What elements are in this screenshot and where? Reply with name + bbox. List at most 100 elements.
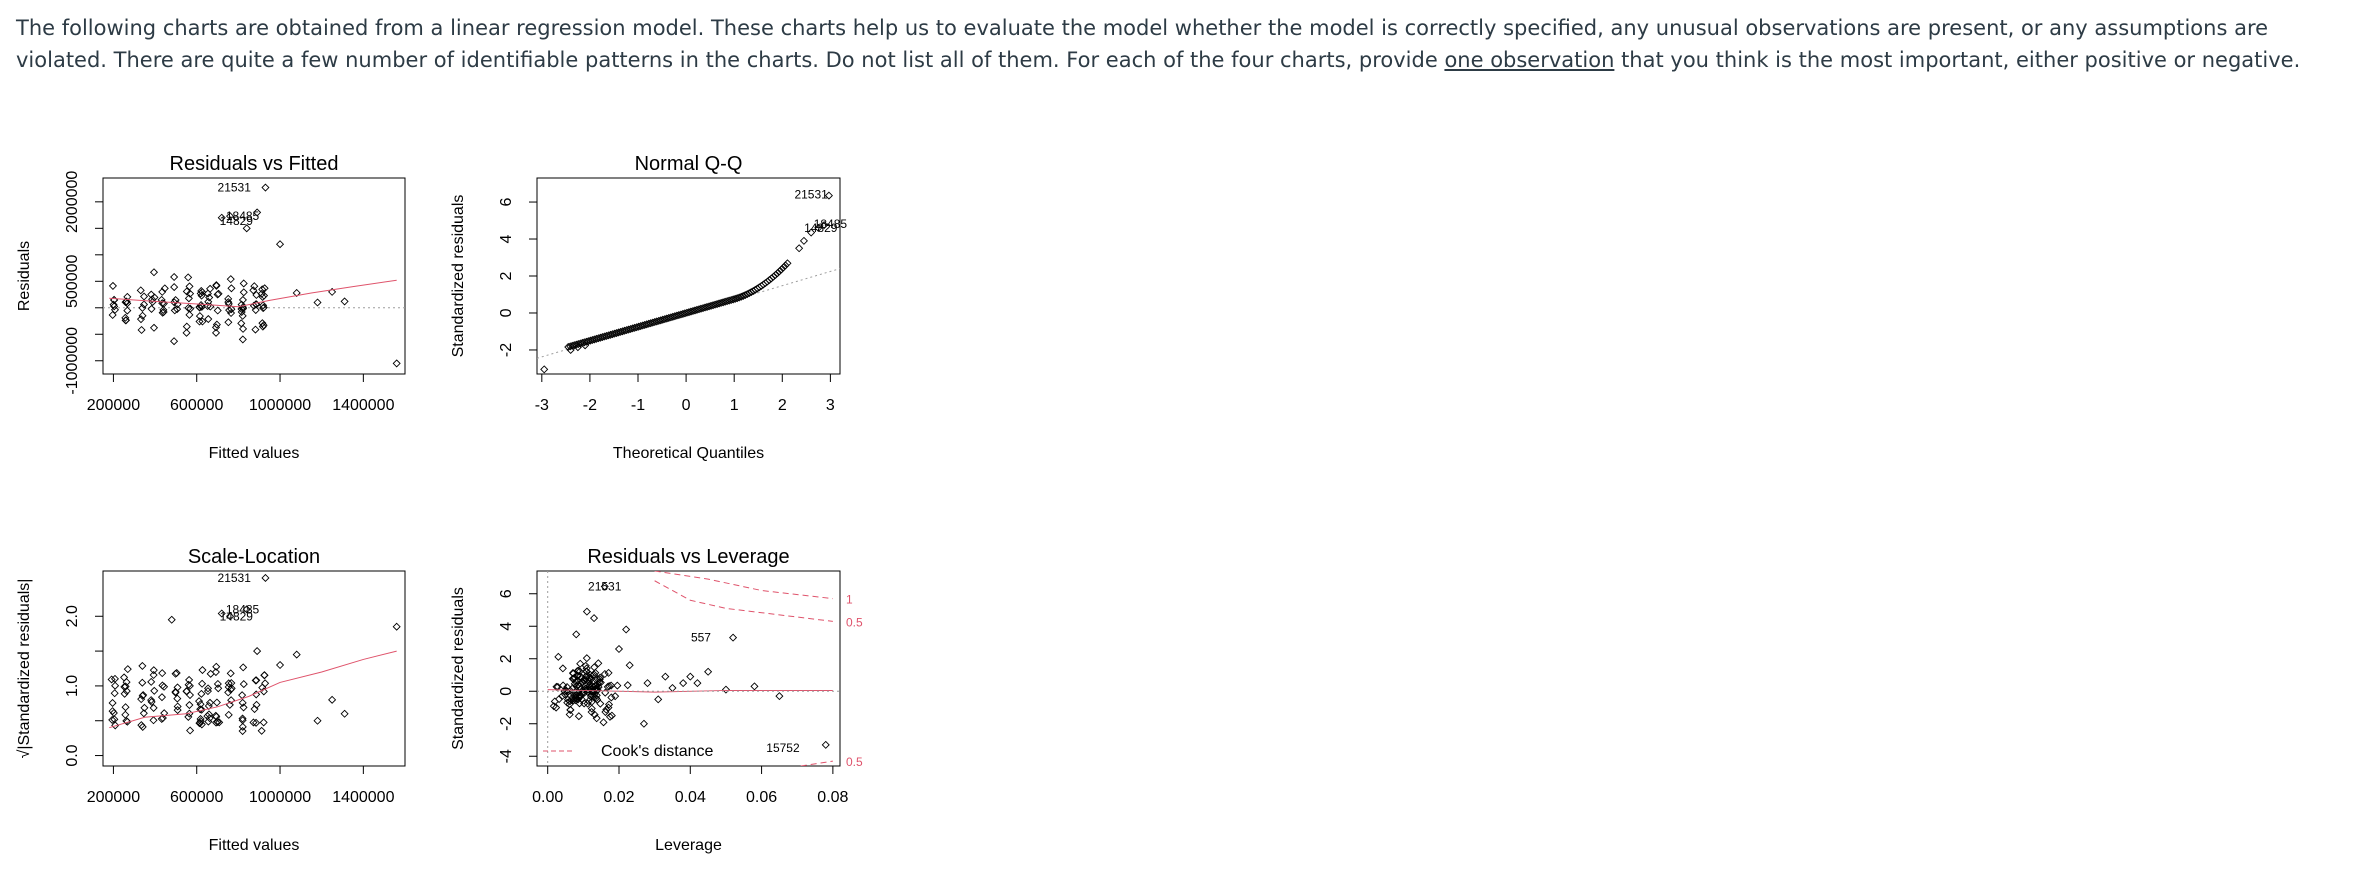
- data-point: [182, 328, 191, 337]
- data-point: [573, 695, 582, 704]
- data-point: [204, 701, 213, 710]
- data-point: [709, 301, 718, 310]
- data-point: [672, 311, 681, 320]
- data-point: [622, 625, 631, 634]
- data-point: [257, 289, 266, 298]
- data-point: [773, 269, 782, 278]
- data-point: [608, 330, 617, 339]
- y-tick-label: 0: [498, 308, 515, 317]
- data-point: [590, 670, 599, 679]
- data-point: [108, 715, 117, 724]
- y-tick-label: 2.0: [64, 605, 81, 627]
- data-point: [237, 307, 246, 317]
- data-point: [596, 333, 605, 342]
- y-axis-label: Residuals: [16, 241, 33, 311]
- data-point: [737, 292, 746, 301]
- data-point: [313, 298, 322, 307]
- data-point: [596, 673, 605, 682]
- data-point: [251, 325, 260, 334]
- data-point: [569, 669, 578, 678]
- data-point: [213, 306, 222, 315]
- data-point: [696, 304, 706, 313]
- data-point: [602, 331, 611, 340]
- data-point: [121, 313, 130, 322]
- data-point: [184, 680, 193, 689]
- labeled-point: [261, 183, 270, 192]
- data-point: [625, 661, 634, 670]
- data-point: [582, 671, 591, 680]
- labeled-point: [217, 609, 226, 618]
- y-axis-label: √|Standardized residuals|: [16, 579, 33, 759]
- plot-panel-3: Scale-Location 200000 600000 1000000 1400000…: [16, 546, 406, 854]
- data-point: [198, 317, 207, 326]
- data-point: [227, 308, 236, 318]
- data-point: [170, 283, 179, 292]
- data-point: [600, 332, 609, 341]
- data-point: [568, 341, 577, 350]
- data-point: [692, 305, 702, 314]
- y-tick-label: 4: [498, 234, 515, 243]
- data-point: [750, 682, 759, 691]
- y-tick-label: 6: [498, 589, 515, 598]
- data-point: [149, 670, 158, 680]
- data-point: [196, 705, 205, 714]
- data-point: [195, 697, 204, 706]
- data-point: [555, 694, 564, 704]
- cook-contour-label: 0.5: [846, 615, 863, 629]
- data-point: [249, 718, 258, 727]
- data-point: [578, 678, 587, 687]
- data-point: [684, 308, 693, 317]
- data-point: [727, 295, 736, 305]
- y-tick-label: -4: [498, 749, 515, 763]
- plot-frame: [102, 177, 406, 375]
- data-point: [185, 310, 194, 319]
- data-point: [614, 644, 624, 654]
- data-point: [253, 208, 262, 217]
- labeled-point: [261, 573, 270, 583]
- plot-panel-1: Residuals vs Fitted 200000 600000 1000000 14…: [16, 153, 406, 462]
- data-point: [715, 299, 724, 308]
- data-point: [160, 709, 169, 718]
- data-point: [213, 679, 222, 689]
- data-point: [616, 327, 625, 336]
- data-point: [340, 709, 349, 718]
- data-point: [195, 312, 204, 321]
- data-point: [251, 306, 260, 315]
- data-point: [184, 273, 193, 282]
- data-point: [196, 714, 205, 723]
- y-tick-label: 2: [498, 654, 515, 663]
- data-point: [679, 679, 688, 688]
- data-point: [604, 700, 614, 709]
- data-point: [313, 716, 322, 725]
- data-point: [184, 294, 193, 303]
- data-point: [249, 286, 258, 295]
- data-point: [149, 666, 158, 675]
- data-point: [227, 284, 236, 293]
- data-point: [205, 698, 215, 707]
- data-point: [186, 289, 195, 298]
- data-point: [111, 681, 120, 690]
- data-point: [238, 727, 247, 736]
- data-point: [260, 671, 269, 680]
- cook-distance-curve: [800, 760, 833, 766]
- data-point: [767, 274, 776, 283]
- data-point: [622, 326, 631, 335]
- data-point: [212, 662, 221, 671]
- data-point: [661, 672, 670, 681]
- data-point: [666, 313, 675, 322]
- data-point: [226, 669, 235, 678]
- data-point: [123, 717, 132, 726]
- point-label: 557: [691, 631, 711, 645]
- data-point: [662, 314, 671, 323]
- data-point: [733, 294, 742, 303]
- x-tick-label: 200000: [87, 789, 140, 806]
- plot-area: [103, 183, 405, 368]
- data-point: [572, 340, 581, 349]
- data-point: [668, 683, 677, 693]
- data-point: [731, 294, 740, 303]
- data-point: [136, 315, 146, 324]
- data-point: [225, 306, 234, 315]
- data-point: [213, 718, 222, 727]
- data-point: [140, 703, 149, 712]
- data-point: [654, 695, 663, 704]
